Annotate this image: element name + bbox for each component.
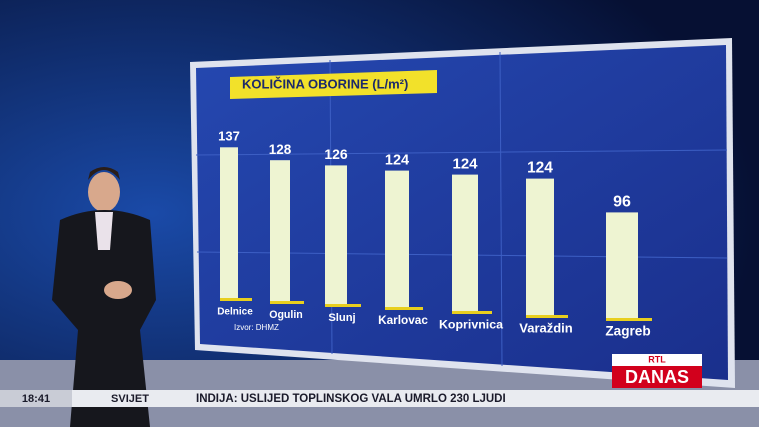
logo-bottom: DANAS — [625, 367, 689, 387]
category-label: Koprivnica — [439, 317, 503, 331]
value-label: 124 — [452, 156, 478, 173]
ticker-time-box — [0, 390, 72, 407]
value-label: 137 — [218, 129, 240, 144]
value-label: 124 — [527, 160, 553, 177]
bar — [385, 170, 409, 307]
logo-box — [612, 366, 702, 388]
bar — [220, 147, 238, 298]
chart-title: KOLIČINA OBORINE (L/m²) — [242, 76, 408, 91]
ticker-time: 18:41 — [22, 393, 50, 405]
bar-base — [526, 315, 568, 318]
category-label: Zagreb — [605, 324, 650, 339]
ticker-bar — [0, 390, 759, 407]
bar — [452, 174, 478, 311]
bar-base — [270, 301, 304, 304]
value-label: 126 — [324, 146, 348, 162]
ticker-headline: INDIJA: USLIJED TOPLINSKOG VALA UMRLO 23… — [196, 393, 506, 405]
bar — [270, 160, 290, 301]
logo-top: RTL — [648, 354, 666, 364]
category-label: Ogulin — [269, 309, 303, 321]
title-box — [230, 70, 437, 99]
source-note: Izvor: DHMZ — [234, 323, 279, 332]
ticker-section: SVIJET — [111, 393, 149, 405]
bar — [606, 212, 638, 318]
presenter — [52, 167, 156, 427]
bar — [325, 165, 347, 304]
bar-base — [325, 304, 361, 307]
bar-base — [606, 318, 652, 321]
category-label: Delnice — [217, 307, 253, 318]
category-label: Karlovac — [378, 313, 428, 327]
bars: 137 Delnice 128 Ogulin 126 Slunj 124 Karlovac 12… — [217, 129, 652, 339]
value-label: 124 — [385, 152, 409, 168]
logo-top-box — [612, 354, 702, 366]
value-label: 96 — [613, 194, 631, 211]
category-label: Varaždin — [519, 320, 573, 335]
bar-base — [385, 307, 423, 310]
value-label: 128 — [269, 142, 292, 157]
bar — [526, 178, 554, 315]
bar-base — [452, 311, 492, 314]
bar-base — [220, 298, 252, 301]
category-label: Slunj — [328, 312, 355, 324]
